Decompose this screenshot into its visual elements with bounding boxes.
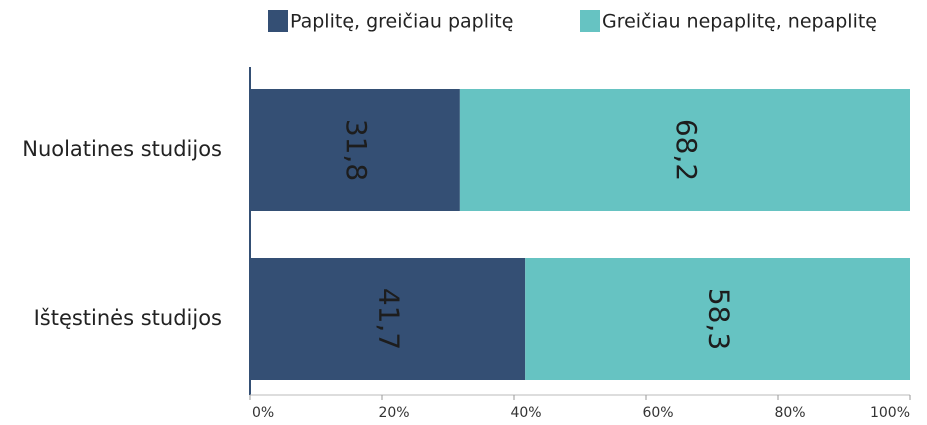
x-tick-label: 40% (510, 405, 541, 421)
value-label: 58,3 (703, 288, 736, 350)
bar-segment (459, 89, 910, 211)
x-tick-label: 100% (870, 405, 910, 421)
value-label: 41,7 (373, 288, 406, 350)
category-label: Ištęstinės studijos (34, 306, 222, 330)
bar-segment (250, 258, 526, 380)
value-label: 68,2 (670, 119, 703, 181)
bar-segment (525, 258, 910, 380)
x-tick-label: 80% (774, 405, 805, 421)
value-label: 31,8 (340, 119, 373, 181)
legend-swatch (268, 10, 288, 32)
legend-label: Greičiau nepaplitę, nepaplitę (602, 11, 877, 33)
x-tick-label: 20% (378, 405, 409, 421)
category-label: Nuolatines studijos (22, 137, 222, 161)
legend-swatch (580, 10, 600, 32)
x-tick-label: 60% (642, 405, 673, 421)
bar-segment (250, 89, 460, 211)
legend-label: Paplitę, greičiau paplitę (290, 11, 513, 33)
x-tick-label: 0% (252, 405, 274, 421)
